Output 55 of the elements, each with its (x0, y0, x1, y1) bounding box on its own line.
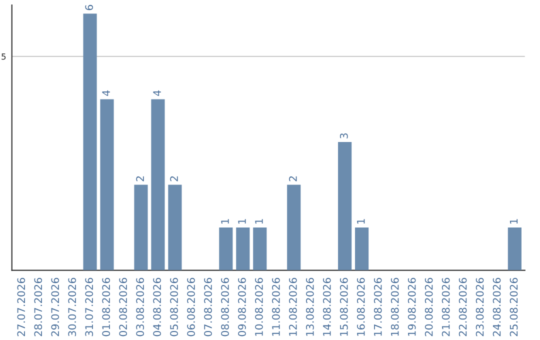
bar (100, 99, 114, 270)
x-tick-label: 04.08.2026 (153, 278, 161, 336)
x-tick-label: 21.08.2026 (442, 278, 450, 336)
bar (355, 228, 369, 270)
data-label: 4 (153, 90, 161, 96)
x-tick-label: 29.07.2026 (51, 278, 60, 336)
data-label: 6 (85, 4, 94, 10)
x-tick-label: 22.08.2026 (458, 278, 467, 336)
bar (287, 184, 301, 270)
bar (508, 228, 522, 270)
x-tick-label: 28.07.2026 (34, 278, 42, 336)
x-tick-label: 17.08.2026 (374, 278, 382, 336)
x-tick-label: 01.08.2026 (102, 278, 110, 336)
y-tick-label: 5 (2, 54, 6, 60)
x-tick-label: 18.08.2026 (390, 278, 399, 336)
x-tick-label: 31.07.2026 (85, 278, 94, 336)
x-tick-label: 27.07.2026 (17, 278, 26, 336)
x-tick-label: 08.08.2026 (221, 278, 229, 336)
x-tick-label: 05.08.2026 (170, 278, 178, 336)
bar (151, 99, 165, 270)
x-tick-label: 25.08.2026 (510, 278, 518, 336)
bar (338, 142, 352, 270)
data-label: 3 (340, 133, 348, 138)
x-tick-label: 19.08.2026 (408, 278, 416, 336)
x-tick-label: 10.08.2026 (255, 278, 263, 336)
data-label: 1 (255, 219, 263, 224)
x-tick-label: 16.08.2026 (356, 278, 365, 336)
bar (253, 228, 267, 270)
x-tick-label: 12.08.2026 (289, 278, 297, 336)
data-label: 2 (289, 176, 297, 182)
x-tick-label: 14.08.2026 (322, 278, 331, 336)
x-tick-label: 20.08.2026 (424, 278, 433, 336)
x-tick-label: 23.08.2026 (476, 278, 484, 336)
x-tick-label: 03.08.2026 (136, 278, 144, 336)
x-tick-label: 09.08.2026 (238, 278, 246, 336)
bar (219, 228, 233, 270)
bar (236, 228, 250, 270)
data-label: 1 (221, 219, 229, 224)
bar (83, 14, 97, 270)
data-label: 1 (510, 219, 518, 224)
x-tick-label: 15.08.2026 (340, 278, 348, 336)
data-label: 1 (238, 219, 246, 224)
x-tick-label: 13.08.2026 (306, 278, 314, 336)
x-tick-label: 07.08.2026 (204, 278, 212, 336)
data-label: 4 (102, 90, 110, 96)
bar (134, 184, 148, 270)
data-label: 1 (357, 219, 365, 224)
x-tick-label: 11.08.2026 (272, 278, 280, 336)
x-tick-label: 02.08.2026 (119, 278, 128, 336)
data-label: 2 (170, 176, 178, 182)
x-tick-label: 30.07.2026 (68, 278, 76, 336)
x-tick-label: 24.08.2026 (492, 278, 501, 336)
data-label: 2 (136, 176, 144, 182)
bar (168, 184, 182, 270)
x-tick-label: 06.08.2026 (187, 278, 195, 336)
